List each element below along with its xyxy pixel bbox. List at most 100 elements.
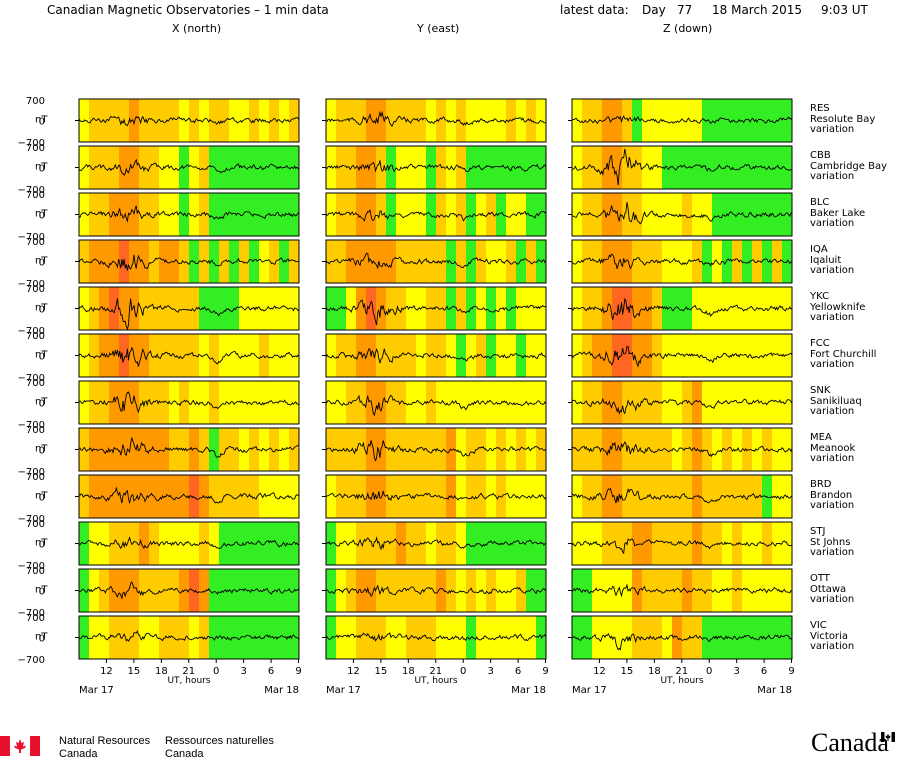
activity-band-ykc-2 [702, 287, 713, 330]
y-tick-label-bottom: −700 [18, 279, 45, 290]
activity-band-stj-2 [662, 522, 673, 565]
activity-band-blc-1 [406, 193, 417, 236]
activity-band-iqa-2 [582, 240, 593, 283]
activity-band-ykc-0 [269, 287, 280, 330]
activity-band-cbb-0 [199, 146, 210, 189]
station-code-fcc: FCC [810, 338, 830, 349]
activity-band-snk-2 [632, 381, 643, 424]
activity-band-vic-2 [572, 616, 583, 659]
trace-vic-0 [78, 630, 300, 642]
activity-band-ott-1 [526, 569, 537, 612]
activity-band-res-2 [592, 99, 603, 142]
activity-band-fcc-2 [772, 334, 783, 377]
activity-band-snk-2 [672, 381, 683, 424]
activity-band-vic-1 [346, 616, 357, 659]
latest-time: 9:03 UT [821, 3, 868, 17]
activity-band-mea-1 [476, 428, 487, 471]
activity-band-stj-2 [642, 522, 653, 565]
activity-band-ott-0 [89, 569, 100, 612]
activity-band-res-2 [722, 99, 733, 142]
activity-band-fcc-1 [356, 334, 367, 377]
activity-band-iqa-0 [249, 240, 260, 283]
station-code-snk: SNK [810, 385, 831, 396]
activity-band-ykc-2 [572, 287, 583, 330]
activity-band-blc-1 [506, 193, 517, 236]
activity-band-res-0 [109, 99, 120, 142]
activity-band-stj-0 [259, 522, 270, 565]
activity-band-brd-1 [406, 475, 417, 518]
activity-band-cbb-0 [219, 146, 230, 189]
activity-band-cbb-0 [139, 146, 150, 189]
activity-band-mea-0 [239, 428, 250, 471]
station-kind-stj: variation [810, 547, 854, 558]
activity-band-stj-0 [99, 522, 110, 565]
y-axis-label: nT [35, 632, 48, 643]
activity-band-cbb-1 [496, 146, 507, 189]
activity-band-res-1 [476, 99, 487, 142]
activity-band-vic-1 [336, 616, 347, 659]
activity-band-ykc-1 [456, 287, 467, 330]
y-axis-label: nT [35, 538, 48, 549]
station-kind-ykc: variation [810, 312, 854, 323]
activity-band-brd-2 [582, 475, 593, 518]
x-tick-label-0-1: 15 [128, 666, 141, 677]
station-name-ykc: Yellowknife [809, 302, 865, 313]
activity-band-cbb-2 [722, 146, 733, 189]
activity-band-res-1 [366, 99, 377, 142]
day-number: 77 [677, 3, 693, 17]
activity-band-ott-1 [466, 569, 477, 612]
activity-band-iqa-1 [346, 240, 357, 283]
trace-mea-1 [325, 440, 547, 462]
activity-band-res-2 [742, 99, 753, 142]
activity-band-stj-1 [406, 522, 417, 565]
activity-band-mea-0 [289, 428, 300, 471]
y-tick-label-zero: 0 [39, 117, 45, 128]
activity-band-snk-0 [219, 381, 230, 424]
x-axis-label-2: UT, hours [660, 676, 703, 686]
activity-band-res-0 [219, 99, 230, 142]
activity-band-vic-2 [742, 616, 753, 659]
activity-band-ott-1 [386, 569, 397, 612]
activity-band-brd-1 [526, 475, 537, 518]
activity-band-cbb-1 [386, 146, 397, 189]
activity-band-stj-0 [179, 522, 190, 565]
activity-band-brd-2 [702, 475, 713, 518]
activity-band-brd-1 [326, 475, 337, 518]
activity-band-res-0 [209, 99, 220, 142]
activity-band-brd-1 [486, 475, 497, 518]
activity-band-fcc-0 [149, 334, 160, 377]
activity-band-stj-1 [486, 522, 497, 565]
activity-band-vic-0 [119, 616, 130, 659]
activity-band-res-1 [516, 99, 527, 142]
activity-band-snk-2 [622, 381, 633, 424]
station-kind-brd: variation [810, 500, 854, 511]
activity-band-fcc-2 [712, 334, 723, 377]
activity-band-snk-1 [536, 381, 547, 424]
activity-band-fcc-0 [289, 334, 300, 377]
activity-band-mea-1 [346, 428, 357, 471]
activity-band-res-1 [456, 99, 467, 142]
activity-band-brd-0 [189, 475, 200, 518]
activity-band-ykc-2 [632, 287, 643, 330]
activity-band-cbb-0 [269, 146, 280, 189]
y-tick-label-zero: 0 [39, 305, 45, 316]
trace-brd-2 [571, 487, 793, 504]
activity-band-mea-0 [169, 428, 180, 471]
station-code-brd: BRD [810, 479, 832, 490]
activity-band-cbb-0 [259, 146, 270, 189]
y-tick-label-top: 700 [26, 331, 45, 342]
activity-band-brd-0 [119, 475, 130, 518]
activity-band-iqa-1 [506, 240, 517, 283]
activity-band-ott-2 [712, 569, 723, 612]
activity-band-ykc-1 [386, 287, 397, 330]
activity-band-stj-1 [456, 522, 467, 565]
activity-band-blc-1 [486, 193, 497, 236]
activity-band-snk-2 [612, 381, 623, 424]
trace-blc-2 [571, 202, 793, 225]
activity-band-ott-1 [356, 569, 367, 612]
activity-band-ott-2 [632, 569, 643, 612]
activity-band-res-1 [436, 99, 447, 142]
station-kind-res: variation [810, 124, 854, 135]
activity-band-mea-0 [79, 428, 90, 471]
activity-band-fcc-0 [119, 334, 130, 377]
